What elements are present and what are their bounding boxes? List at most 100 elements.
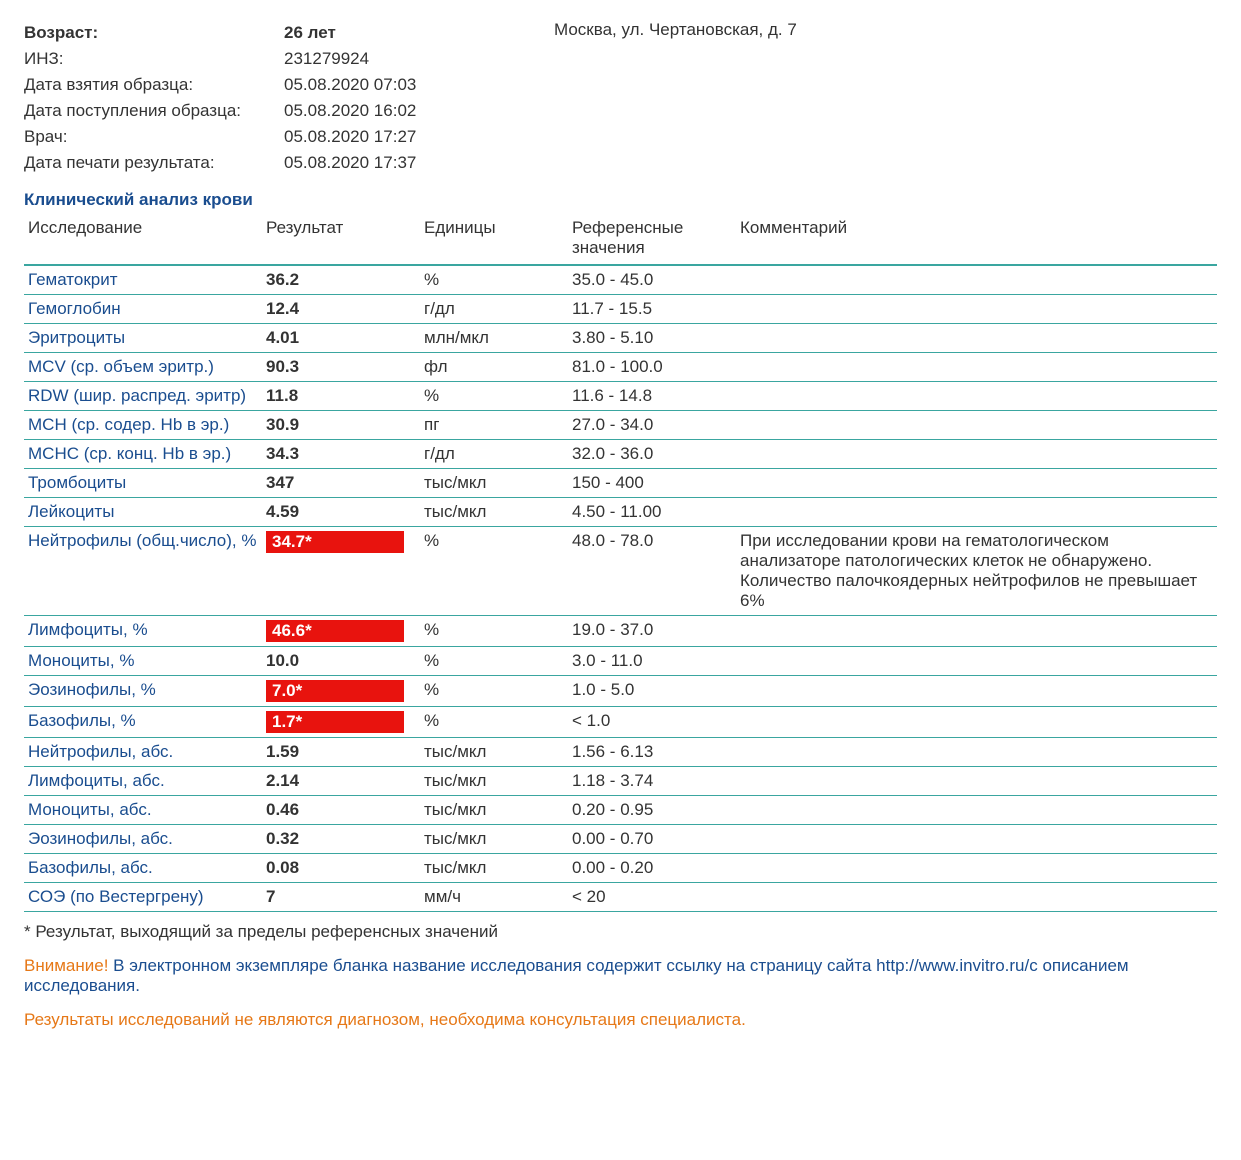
table-row: RDW (шир. распред. эритр)11.8%11.6 - 14.… xyxy=(24,382,1217,411)
test-name[interactable]: СОЭ (по Вестергрену) xyxy=(24,883,262,912)
test-result: 347 xyxy=(262,469,420,498)
test-name[interactable]: MCHC (ср. конц. Hb в эр.) xyxy=(24,440,262,469)
result-value: 2.14 xyxy=(266,771,299,790)
test-name[interactable]: MCV (ср. объем эритр.) xyxy=(24,353,262,382)
test-ref: 150 - 400 xyxy=(568,469,736,498)
test-unit: г/дл xyxy=(420,440,568,469)
test-unit: фл xyxy=(420,353,568,382)
test-ref: 35.0 - 45.0 xyxy=(568,265,736,295)
test-name[interactable]: Гематокрит xyxy=(24,265,262,295)
test-name[interactable]: Эозинофилы, абс. xyxy=(24,825,262,854)
test-comment xyxy=(736,382,1217,411)
test-name[interactable]: Базофилы, абс. xyxy=(24,854,262,883)
result-flag: 46.6* xyxy=(266,620,404,642)
test-name[interactable]: RDW (шир. распред. эритр) xyxy=(24,382,262,411)
test-ref: < 20 xyxy=(568,883,736,912)
test-ref: 3.0 - 11.0 xyxy=(568,647,736,676)
result-value: 0.46 xyxy=(266,800,299,819)
col-unit: Единицы xyxy=(420,212,568,265)
test-result: 11.8 xyxy=(262,382,420,411)
test-name[interactable]: MCH (ср. содер. Hb в эр.) xyxy=(24,411,262,440)
results-table: Исследование Результат Единицы Референсн… xyxy=(24,212,1217,912)
test-unit: тыс/мкл xyxy=(420,767,568,796)
test-comment xyxy=(736,295,1217,324)
result-value: 36.2 xyxy=(266,270,299,289)
test-ref: 0.20 - 0.95 xyxy=(568,796,736,825)
test-unit: % xyxy=(420,265,568,295)
notice-attention: Внимание! xyxy=(24,956,108,975)
doctor-value: 05.08.2020 17:27 xyxy=(284,127,416,147)
test-ref: 48.0 - 78.0 xyxy=(568,527,736,616)
test-name[interactable]: Базофилы, % xyxy=(24,707,262,738)
test-comment xyxy=(736,265,1217,295)
result-value: 0.08 xyxy=(266,858,299,877)
result-value: 347 xyxy=(266,473,294,492)
result-value: 4.59 xyxy=(266,502,299,521)
table-row: СОЭ (по Вестергрену)7 мм/ч< 20 xyxy=(24,883,1217,912)
test-name[interactable]: Гемоглобин xyxy=(24,295,262,324)
test-ref: < 1.0 xyxy=(568,707,736,738)
test-unit: млн/мкл xyxy=(420,324,568,353)
test-result: 2.14 xyxy=(262,767,420,796)
test-ref: 1.56 - 6.13 xyxy=(568,738,736,767)
result-value: 90.3 xyxy=(266,357,299,376)
test-comment xyxy=(736,469,1217,498)
result-flag: 7.0* xyxy=(266,680,404,702)
test-unit: тыс/мкл xyxy=(420,738,568,767)
test-comment xyxy=(736,825,1217,854)
test-unit: мм/ч xyxy=(420,883,568,912)
result-flag: 1.7* xyxy=(266,711,404,733)
inz-label: ИНЗ: xyxy=(24,49,284,69)
notice-body: В электронном экземпляре бланка название… xyxy=(24,956,1129,995)
age-label: Возраст: xyxy=(24,23,284,43)
test-ref: 4.50 - 11.00 xyxy=(568,498,736,527)
result-value: 7 xyxy=(266,887,275,906)
table-row: Моноциты, %10.0%3.0 - 11.0 xyxy=(24,647,1217,676)
test-result: 0.46 xyxy=(262,796,420,825)
test-name[interactable]: Нейтрофилы, абс. xyxy=(24,738,262,767)
test-ref: 81.0 - 100.0 xyxy=(568,353,736,382)
test-name[interactable]: Лимфоциты, абс. xyxy=(24,767,262,796)
test-result: 34.7* xyxy=(262,527,420,616)
table-row: Нейтрофилы, абс.1.59тыс/мкл1.56 - 6.13 xyxy=(24,738,1217,767)
test-name[interactable]: Эозинофилы, % xyxy=(24,676,262,707)
test-comment: При исследовании крови на гематологическ… xyxy=(736,527,1217,616)
test-ref: 27.0 - 34.0 xyxy=(568,411,736,440)
test-comment xyxy=(736,707,1217,738)
test-comment xyxy=(736,411,1217,440)
col-ref: Референсные значения xyxy=(568,212,736,265)
test-ref: 0.00 - 0.20 xyxy=(568,854,736,883)
test-name[interactable]: Лейкоциты xyxy=(24,498,262,527)
test-comment xyxy=(736,353,1217,382)
test-unit: % xyxy=(420,527,568,616)
table-row: Лимфоциты, абс.2.14тыс/мкл1.18 - 3.74 xyxy=(24,767,1217,796)
result-value: 4.01 xyxy=(266,328,299,347)
test-unit: тыс/мкл xyxy=(420,854,568,883)
test-name[interactable]: Лимфоциты, % xyxy=(24,616,262,647)
table-row: Лимфоциты, %46.6*%19.0 - 37.0 xyxy=(24,616,1217,647)
test-unit: % xyxy=(420,382,568,411)
test-result: 34.3 xyxy=(262,440,420,469)
test-name[interactable]: Тромбоциты xyxy=(24,469,262,498)
inz-value: 231279924 xyxy=(284,49,369,69)
result-value: 12.4 xyxy=(266,299,299,318)
test-comment xyxy=(736,647,1217,676)
test-ref: 1.0 - 5.0 xyxy=(568,676,736,707)
lab-address: Москва, ул. Чертановская, д. 7 xyxy=(554,20,1217,176)
test-ref: 3.80 - 5.10 xyxy=(568,324,736,353)
test-ref: 11.6 - 14.8 xyxy=(568,382,736,411)
test-comment xyxy=(736,738,1217,767)
test-name[interactable]: Моноциты, % xyxy=(24,647,262,676)
test-result: 7.0* xyxy=(262,676,420,707)
test-comment xyxy=(736,440,1217,469)
table-row: Нейтрофилы (общ.число), %34.7*%48.0 - 78… xyxy=(24,527,1217,616)
test-ref: 32.0 - 36.0 xyxy=(568,440,736,469)
test-result: 1.7* xyxy=(262,707,420,738)
test-name[interactable]: Нейтрофилы (общ.число), % xyxy=(24,527,262,616)
print-date-value: 05.08.2020 17:37 xyxy=(284,153,416,173)
test-comment xyxy=(736,676,1217,707)
test-name[interactable]: Моноциты, абс. xyxy=(24,796,262,825)
test-unit: тыс/мкл xyxy=(420,825,568,854)
test-name[interactable]: Эритроциты xyxy=(24,324,262,353)
sample-date-value: 05.08.2020 07:03 xyxy=(284,75,416,95)
